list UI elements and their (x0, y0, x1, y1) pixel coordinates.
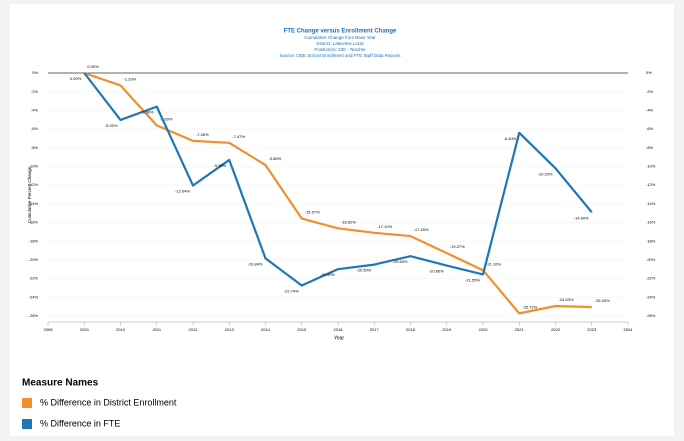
data-label: -6.40% (504, 136, 517, 141)
legend-label: % Difference in District Enrollment (40, 397, 177, 407)
y-tick-label: -6% (31, 126, 39, 131)
data-label: -17.10% (377, 224, 392, 229)
x-tick-label: 2011 (152, 327, 161, 332)
y-tick-label: -10% (29, 164, 39, 169)
subtitle: Position(s): 230 - Teacher (314, 47, 366, 52)
y-tick-label: -26% (29, 313, 39, 318)
y2-tick-label: -24% (646, 294, 656, 299)
x-tick-label: 2008 (44, 327, 54, 332)
data-label: -3.60% (141, 110, 154, 115)
data-label: -5.02% (105, 123, 118, 128)
x-tick-label: 2013 (225, 327, 235, 332)
x-tick-label: 2015 (297, 327, 307, 332)
data-label: -17.45% (414, 227, 429, 232)
y2-tick-label: -6% (646, 126, 654, 131)
data-label: -21.55% (465, 277, 480, 282)
y2-tick-label: -26% (646, 313, 656, 318)
y2-tick-label: -16% (646, 220, 656, 225)
data-label: -20.60% (429, 269, 444, 274)
legend-title: Measure Names (22, 378, 99, 389)
x-tick-label: 2020 (479, 327, 489, 332)
data-label: -15.57% (305, 210, 320, 215)
data-label: -7.26% (196, 132, 209, 137)
data-label: -25.05% (595, 298, 610, 303)
y-tick-label: -16% (29, 220, 39, 225)
card (10, 4, 674, 436)
legend-label: % Difference in FTE (40, 418, 120, 428)
data-label: -9.85% (269, 156, 282, 161)
data-label: -5.60% (160, 116, 173, 121)
data-label: -20.50% (356, 268, 371, 273)
y2-tick-label: -8% (646, 145, 654, 150)
data-label: -20.99% (320, 272, 335, 277)
subtitle: District: Lakeview Local (316, 41, 363, 46)
x-tick-label: 2010 (116, 327, 126, 332)
x-axis-label: Year (334, 335, 344, 341)
x-tick-label: 2012 (189, 327, 199, 332)
y2-tick-label: -20% (646, 257, 656, 262)
y-tick-label: -22% (29, 276, 39, 281)
data-label: -25.72% (522, 304, 537, 309)
y-axis-label: Cumulative Percent Change (27, 166, 32, 223)
subtitle: Source: ODE School Enrollment and FTE St… (280, 53, 402, 58)
data-label: -1.33% (124, 76, 137, 81)
data-label: -19.27% (450, 244, 465, 249)
legend-swatch (22, 398, 32, 408)
series-line (83, 72, 593, 287)
y-tick-label: -18% (29, 238, 39, 243)
x-tick-label: 2018 (406, 327, 416, 332)
chart-title: FTE Change versus Enrollment Change (284, 29, 397, 35)
data-label: -7.47% (232, 134, 245, 139)
y2-tick-label: 0% (646, 70, 652, 75)
y-tick-label: -4% (31, 107, 39, 112)
y2-tick-label: -4% (646, 107, 654, 112)
x-tick-label: 2016 (334, 327, 344, 332)
x-tick-label: 2024 (624, 327, 634, 332)
data-label: -9.30% (214, 163, 227, 168)
y-tick-label: -12% (29, 182, 39, 187)
y-tick-label: 0% (32, 70, 38, 75)
legend-swatch (22, 419, 32, 429)
data-label: -21.10% (486, 261, 501, 266)
x-tick-label: 2022 (551, 327, 561, 332)
x-tick-label: 2019 (442, 327, 452, 332)
x-tick-label: 2021 (515, 327, 525, 332)
y2-tick-label: -12% (646, 182, 656, 187)
y2-tick-label: -14% (646, 201, 656, 206)
data-label: -14.90% (574, 215, 589, 220)
subtitle: Cumulative Change from Base Year (304, 35, 376, 40)
y-tick-label: -2% (31, 89, 39, 94)
data-label: -12.04% (175, 189, 190, 194)
y2-tick-label: -2% (646, 89, 654, 94)
data-label: -19.60% (393, 259, 408, 264)
y-tick-label: -20% (29, 257, 39, 262)
y-tick-label: -8% (31, 145, 39, 150)
x-tick-label: 2009 (80, 327, 90, 332)
y2-tick-label: -10% (646, 164, 656, 169)
y2-tick-label: -18% (646, 238, 656, 243)
x-tick-label: 2014 (261, 327, 271, 332)
data-label: 0.00% (70, 76, 82, 81)
y-tick-label: -14% (29, 201, 39, 206)
y-tick-label: -24% (29, 294, 39, 299)
data-label: -19.84% (248, 261, 263, 266)
x-tick-label: 2023 (587, 327, 597, 332)
data-label: -10.20% (538, 171, 553, 176)
data-label: -16.62% (341, 219, 356, 224)
data-label: 0.00% (87, 64, 99, 69)
x-tick-label: 2017 (370, 327, 380, 332)
y2-tick-label: -22% (646, 276, 656, 281)
data-label: -24.93% (559, 297, 574, 302)
data-label: -22.74% (284, 289, 299, 294)
